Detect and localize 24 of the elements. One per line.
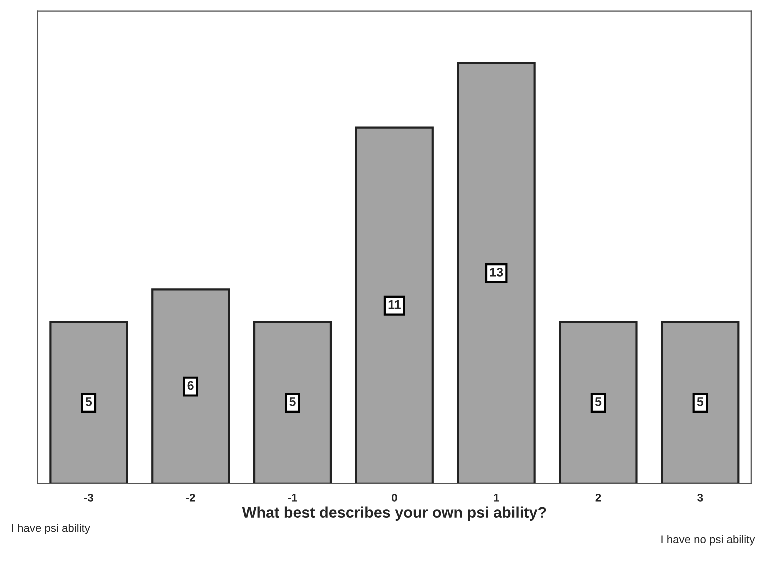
x-tick-label: 1 (494, 494, 500, 502)
bar (457, 62, 536, 484)
text: I have no psi ability (662, 535, 756, 546)
bar (152, 288, 230, 484)
data-label: 11 (388, 300, 401, 310)
text: I have psi ability (12, 524, 90, 534)
data-label: 5 (697, 398, 704, 406)
bar (253, 321, 332, 484)
x-tick-label: 3 (698, 494, 704, 502)
bar (559, 321, 638, 484)
x-tick-label: -2 (186, 494, 196, 502)
x-tick-label: 0 (392, 494, 398, 502)
bar (355, 126, 434, 484)
x-tick-label: -1 (288, 494, 298, 502)
bar (50, 321, 128, 484)
data-label: 6 (188, 381, 194, 390)
x-axis-title: What best describes your own psi ability? (242, 506, 546, 522)
x-tick-label: -3 (84, 494, 94, 502)
data-label: 13 (490, 268, 504, 277)
data-label: 5 (595, 398, 602, 406)
data-label: 5 (290, 398, 296, 406)
x-tick-label: 2 (596, 494, 602, 502)
data-label: 5 (86, 398, 92, 406)
bar (661, 321, 740, 484)
